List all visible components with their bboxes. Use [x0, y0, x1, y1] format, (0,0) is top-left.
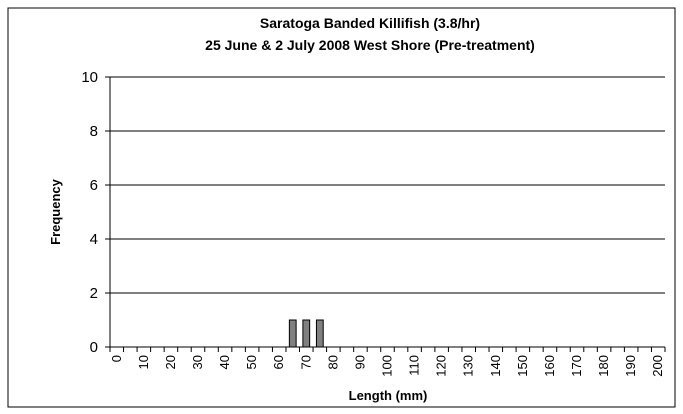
x-tick-label: 70 — [298, 355, 313, 369]
x-tick-label: 80 — [325, 355, 340, 369]
y-tick-label: 8 — [90, 123, 98, 140]
x-tick-label: 150 — [515, 355, 530, 377]
bar — [288, 319, 297, 348]
x-axis-title: Length (mm) — [349, 388, 428, 403]
x-tick-label: 200 — [650, 355, 665, 377]
x-tick-label: 100 — [380, 355, 395, 377]
y-tick-label: 6 — [90, 177, 98, 194]
y-tick-label: 4 — [90, 231, 98, 248]
x-tick-label: 190 — [623, 355, 638, 377]
x-tick-label: 90 — [352, 355, 367, 369]
x-tick-label: 50 — [244, 355, 259, 369]
y-tick-label: 0 — [90, 339, 98, 356]
bar — [315, 319, 324, 348]
y-tick-label: 10 — [81, 69, 98, 86]
x-tick-label: 10 — [136, 355, 151, 369]
x-tick-label: 60 — [271, 355, 286, 369]
x-tick-label: 120 — [434, 355, 449, 377]
x-tick-label: 130 — [461, 355, 476, 377]
chart-border — [7, 7, 676, 408]
x-tick-label: 160 — [542, 355, 557, 377]
x-tick-label: 30 — [190, 355, 205, 369]
chart-title: Saratoga Banded Killifish (3.8/hr) — [260, 15, 480, 31]
x-tick-label: 170 — [569, 355, 584, 377]
x-tick-label: 180 — [596, 355, 611, 377]
x-tick-label: 20 — [163, 355, 178, 369]
x-tick-label: 140 — [488, 355, 503, 377]
y-axis-title: Frequency — [48, 178, 63, 245]
chart-subtitle: 25 June & 2 July 2008 West Shore (Pre-tr… — [205, 37, 535, 53]
x-tick-label: 40 — [217, 355, 232, 369]
x-tick-label: 110 — [407, 355, 422, 376]
bar — [302, 319, 311, 348]
y-tick-label: 2 — [90, 285, 98, 302]
x-tick-label: 0 — [109, 355, 124, 362]
